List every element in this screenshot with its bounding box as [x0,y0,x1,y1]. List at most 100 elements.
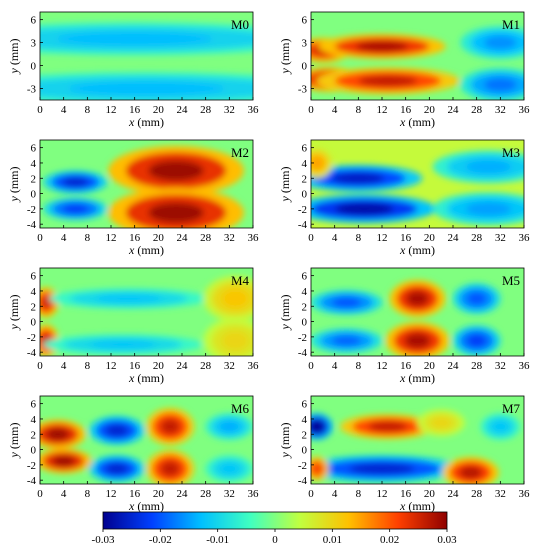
x-tick-label: 28 [471,232,483,244]
y-tick-label: -4 [298,475,308,487]
heatmap-field [311,12,524,100]
y-tick-label: -4 [298,219,308,231]
x-axis-label: x (mm) [128,371,164,385]
x-tick-label: 24 [448,104,460,116]
heatmap-blob-core [219,463,240,475]
x-tick-label: 36 [519,360,531,372]
x-axis-label: x (mm) [128,243,164,257]
x-tick-label: 8 [85,104,91,116]
heatmap-field [311,268,524,356]
y-axis-label: y (mm) [278,423,292,459]
x-axis-label: x (mm) [128,115,164,129]
heatmap-blob-core [484,77,517,92]
y-tick-label: -2 [298,204,307,216]
y-tick-label: -2 [27,460,36,472]
x-tick-label: 24 [448,488,460,500]
x-tick-label: 32 [224,488,235,500]
panel-frame [39,267,254,357]
x-tick-label: 28 [471,360,483,372]
y-axis-label: y (mm) [7,167,21,203]
x-tick-label: 0 [308,104,314,116]
colorbar-tick-label: -0.01 [206,534,229,546]
panel-frame [39,139,254,229]
x-tick-label: 16 [129,232,141,244]
heatmap-blob-core [62,204,89,214]
x-tick-label: 8 [85,232,91,244]
heatmap-blobs [311,280,501,356]
panel-m1: M10 4 8 12 16 20 24 28 32 36x (mm)630-3y (mm) [278,11,531,129]
x-tick-label: 12 [377,360,388,372]
panel-m0: M00 4 8 12 16 20 24 28 32 36x (mm)630-3y (mm) [7,11,260,129]
heatmap-field [40,396,253,484]
y-axis-label: y (mm) [278,39,292,75]
heatmap-blob-core [406,291,429,307]
x-tick-label: 28 [200,232,212,244]
x-tick-label: 24 [177,488,189,500]
heatmap-blob-core [334,202,394,215]
y-axis-label: y (mm) [7,423,21,459]
x-tick-label: 36 [519,232,531,244]
panel-label: M2 [231,145,249,160]
colorbar-tick-label: -0.03 [92,534,115,546]
heatmap-field [40,140,253,228]
heatmap-blob-core [465,160,512,174]
x-tick-label: 4 [332,232,338,244]
panel-label: M6 [231,401,250,416]
x-axis-label: x (mm) [399,243,435,257]
y-tick-label: 4 [302,158,308,170]
heatmap-blob-core [466,334,487,348]
x-tick-label: 36 [248,360,260,372]
y-tick-label: -4 [27,475,37,487]
x-tick-label: 4 [61,104,67,116]
x-tick-label: 36 [519,104,531,116]
x-tick-label: 0 [37,104,43,116]
heatmap-field [40,268,253,356]
y-tick-label: -2 [27,204,36,216]
x-tick-label: 36 [519,488,531,500]
heatmap-blob-core [148,202,204,223]
x-tick-label: 24 [177,360,189,372]
panel-label: M4 [231,273,250,288]
x-tick-label: 4 [332,488,338,500]
heatmap-blob-core [311,421,324,433]
heatmap-blob-core [484,35,517,50]
x-tick-label: 4 [332,360,338,372]
y-tick-label: 0 [302,317,308,329]
y-tick-label: 3 [31,38,37,50]
heatmap-blobs [43,145,244,228]
panels-group: M00 4 8 12 16 20 24 28 32 36x (mm)630-3y (mm)M10 4… [7,11,531,513]
heatmap-blob-core [219,421,240,433]
y-tick-label: 2 [302,301,308,313]
heatmap-blob-core [465,202,512,216]
y-tick-label: 0 [302,445,308,457]
colorbar: -0.03 -0.02 -0.01 0 0.01 0.02 0.03 [92,511,457,546]
panel-label: M7 [502,401,521,416]
heatmap-blob-core [68,81,225,96]
panel-label: M0 [231,17,249,32]
y-axis-label: y (mm) [278,167,292,203]
y-tick-label: 6 [302,399,308,411]
x-tick-label: 28 [471,488,483,500]
y-tick-label: -2 [27,332,36,344]
y-tick-label: 0 [302,61,308,73]
x-axis-label: x (mm) [399,115,435,129]
panel-frame [310,267,525,357]
x-tick-label: 36 [248,104,260,116]
heatmap-blobs [40,408,253,484]
x-tick-label: 24 [448,232,460,244]
x-tick-label: 24 [177,232,189,244]
heatmap-blob-core [105,424,129,437]
colorbar-tick-label: -0.02 [149,534,172,546]
x-tick-label: 32 [495,104,506,116]
y-tick-label: 6 [302,143,308,155]
heatmap-blob-core [331,335,362,346]
heatmap-blob-core [312,463,322,474]
x-tick-label: 16 [129,104,141,116]
y-axis-label: y (mm) [278,295,292,331]
y-tick-label: 2 [31,301,37,313]
x-tick-label: 20 [424,232,436,244]
x-tick-label: 32 [495,360,506,372]
x-tick-label: 12 [106,360,117,372]
